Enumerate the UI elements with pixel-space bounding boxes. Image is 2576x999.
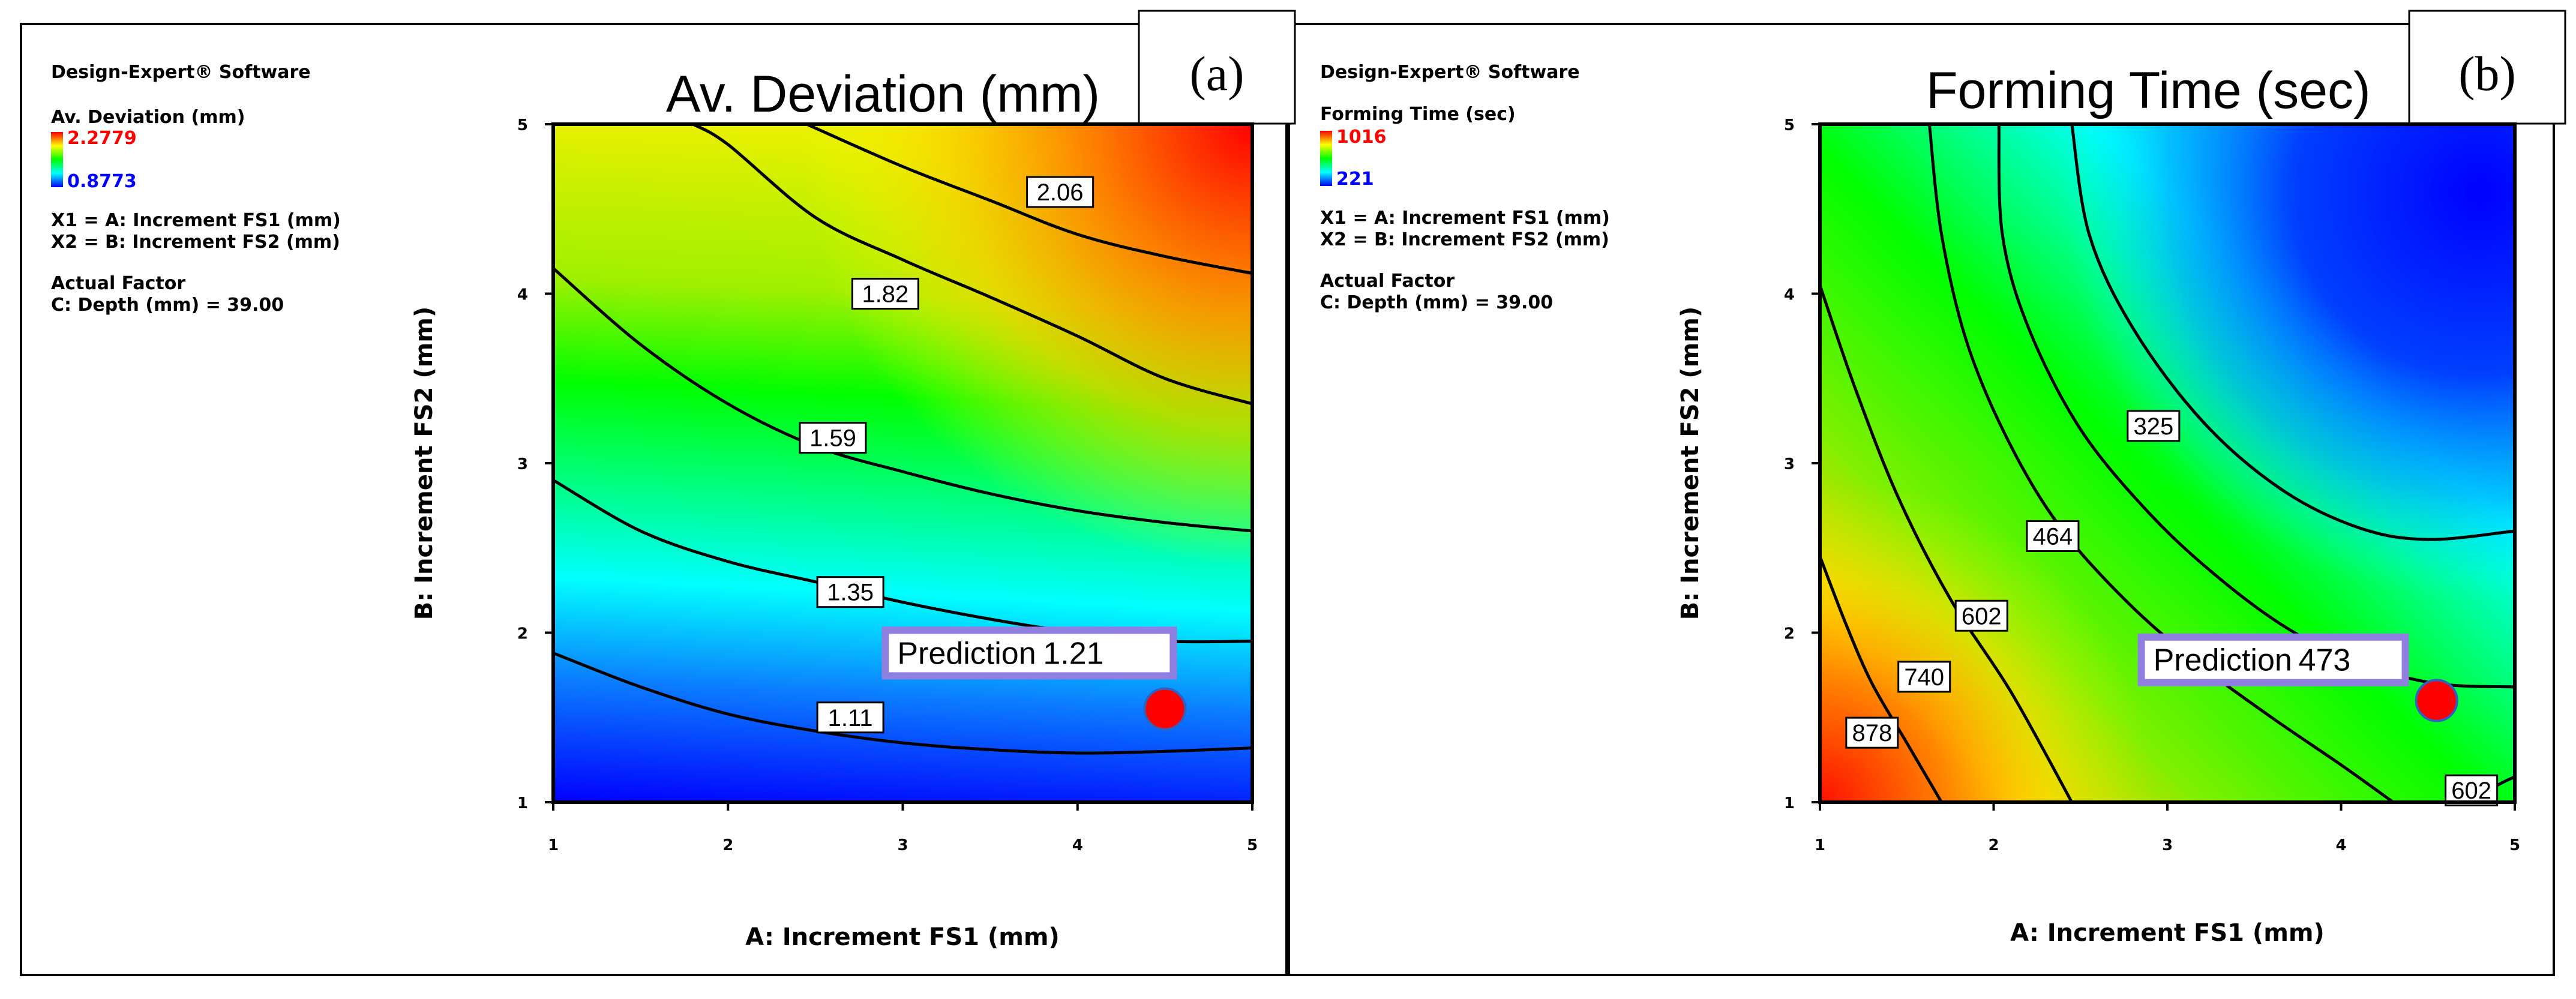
panel-a-y-tick-label: 1 — [517, 794, 528, 812]
panel-a-actual-factor-heading: Actual Factor — [51, 273, 185, 294]
panel-b-xlabel: A: Increment FS1 (mm) — [2010, 919, 2325, 947]
panel-b-y-tick-label: 2 — [1784, 625, 1795, 643]
panel-a-x2-def: X2 = B: Increment FS2 (mm) — [51, 232, 340, 253]
panel-a-software: Design-Expert® Software — [51, 62, 311, 83]
panel-b-contour-line-325 — [2070, 124, 2515, 541]
panel-b: Design-Expert® Software Forming Time (se… — [1320, 10, 2566, 947]
panel-b-x-tick-label: 4 — [2335, 836, 2346, 854]
panel-a-contour-line-1.82 — [692, 122, 1253, 406]
panel-b-contour-label-box — [1954, 599, 2008, 632]
panel-b-y-tick-label: 4 — [1784, 286, 1795, 304]
panel-b-y-tick-label: 3 — [1784, 455, 1795, 473]
panel-a-prediction-box — [881, 626, 1177, 680]
panel-a-y-tick-label: 2 — [517, 625, 528, 643]
panel-b-contour-label: 878 — [1852, 720, 1892, 746]
panel-a-x-tick-label: 2 — [722, 836, 733, 854]
panel-b-contour-label-box — [1845, 716, 1899, 749]
panel-a-x-tick-label: 3 — [897, 836, 908, 854]
panel-b-contour-label-box — [2445, 774, 2499, 806]
panel-b-prediction-box — [2137, 633, 2409, 686]
panel-a-contour-label: 1.59 — [809, 425, 856, 452]
panel-b-x-tick-label: 1 — [1815, 836, 1825, 854]
panel-b-plot: 325 464 602 602 740 878 Prediction 473 — [1818, 122, 2517, 806]
panel-b-software: Design-Expert® Software — [1320, 62, 1580, 83]
panel-b-contour-label: 602 — [2451, 778, 2491, 804]
panel-b-prediction-value: 473 — [2299, 643, 2351, 678]
panel-a-legend-bar — [51, 132, 63, 187]
panel-b-response: Forming Time (sec) — [1320, 104, 1516, 125]
panel-a-contour-label: 1.35 — [827, 580, 874, 606]
panel-a-actual-factor: C: Depth (mm) = 39.00 — [51, 295, 284, 316]
panel-a-x1-def: X1 = A: Increment FS1 (mm) — [51, 210, 341, 231]
panel-a-contour-line-2.06 — [806, 122, 1253, 275]
panel-b-legend-min: 221 — [1336, 169, 1374, 190]
panel-a-ylabel: B: Increment FS2 (mm) — [410, 307, 438, 620]
panel-b-prediction-label: Prediction — [2154, 643, 2292, 678]
panel-a-title: Av. Deviation (mm) — [666, 65, 1100, 123]
panel-a-prediction-label: Prediction — [897, 636, 1036, 671]
panel-a-contour-label-box — [816, 576, 884, 608]
panel-a-contour-label: 1.11 — [828, 705, 873, 731]
panel-b-x-tick-label: 5 — [2509, 836, 2520, 854]
panel-a-contour-label-box — [851, 278, 919, 310]
panel-b-x-tick-label: 2 — [1988, 836, 1999, 854]
panel-b-contour-label: 602 — [1962, 603, 2002, 629]
panel-b-contour-label: 740 — [1904, 664, 1944, 691]
panel-b-legend-max: 1016 — [1336, 127, 1387, 148]
panel-a-contour-line-1.11 — [553, 652, 1253, 755]
panel-a-xlabel: A: Increment FS1 (mm) — [745, 923, 1060, 951]
panel-b-actual-factor: C: Depth (mm) = 39.00 — [1320, 292, 1553, 313]
panel-b-contour-label: 325 — [2133, 413, 2173, 440]
panel-a-legend-min: 0.8773 — [67, 171, 137, 192]
panel-b-y-tick-label: 5 — [1784, 116, 1795, 134]
panel-b-contour-line-740 — [1818, 284, 2073, 803]
panel-b-x-tick-label: 3 — [2162, 836, 2173, 854]
panel-a-y-tick-label: 3 — [517, 455, 528, 473]
panel-b-tag-box — [2408, 10, 2566, 125]
panel-a-legend-max: 2.2779 — [67, 128, 137, 149]
panel-b-field-hot — [1820, 124, 2515, 802]
panel-a-contour-label: 2.06 — [1037, 179, 1084, 206]
panel-a-plot: 2.06 1.82 1.59 1.35 1.11 Prediction 1.21 — [551, 122, 1254, 804]
panel-a-prediction-value: 1.21 — [1043, 636, 1103, 671]
panel-b-contour-label-box — [1897, 661, 1951, 693]
panel-a-tag-box — [1138, 10, 1296, 125]
panel-b-x2-def: X2 = B: Increment FS2 (mm) — [1320, 229, 1609, 250]
panel-b-x1-def: X1 = A: Increment FS1 (mm) — [1320, 208, 1610, 229]
panel-a-contours: 2.06 1.82 1.59 1.35 1.11 Prediction 1.21 — [552, 122, 1253, 755]
panel-a-response: Av. Deviation (mm) — [51, 107, 245, 128]
panel-b-actual-factor-heading: Actual Factor — [1320, 271, 1455, 292]
panel-b-y-tick-label: 1 — [1784, 794, 1795, 812]
panel-b-contour-label-box — [2026, 520, 2080, 552]
panel-a-contour-line-1.59 — [552, 267, 1253, 533]
panel-b-contour-label-box — [2127, 410, 2181, 442]
panel-a-field-hot — [553, 124, 1252, 802]
panel-a-y-tick-label: 4 — [517, 286, 528, 304]
panel-a-prediction-point — [1143, 687, 1187, 731]
panel-b-contour-label: 464 — [2033, 523, 2073, 550]
panel-b-contour-line-878 — [1818, 556, 1943, 803]
panel-a-x-tick-label: 1 — [548, 836, 559, 854]
panel-b-legend-bar — [1320, 131, 1332, 186]
panel-b-contours: 325 464 602 602 740 878 Prediction 473 — [1818, 124, 2516, 806]
panel-a-contour-label: 1.82 — [862, 281, 908, 308]
panel-a-x-tick-label: 4 — [1072, 836, 1083, 854]
panel-a-tag: (a) — [1189, 46, 1244, 101]
panel-a: Design-Expert® Software Av. Deviation (m… — [51, 10, 1296, 951]
panel-b-ticks: 1 2 3 4 5 1 2 3 4 5 — [1784, 116, 2520, 854]
panel-b-ylabel: B: Increment FS2 (mm) — [1677, 307, 1704, 620]
panel-b-title: Forming Time (sec) — [1926, 62, 2371, 119]
panel-a-x-tick-label: 5 — [1247, 836, 1258, 854]
panel-a-y-tick-label: 5 — [517, 116, 528, 134]
panel-a-contour-label-box — [1026, 176, 1094, 208]
panel-b-tag: (b) — [2458, 46, 2516, 101]
panel-a-ticks: 1 2 3 4 5 1 2 3 4 5 — [517, 116, 1258, 854]
panel-b-prediction-point — [2415, 679, 2458, 722]
panel-a-contour-label-box — [799, 422, 867, 454]
panel-a-contour-label-box — [816, 701, 884, 734]
